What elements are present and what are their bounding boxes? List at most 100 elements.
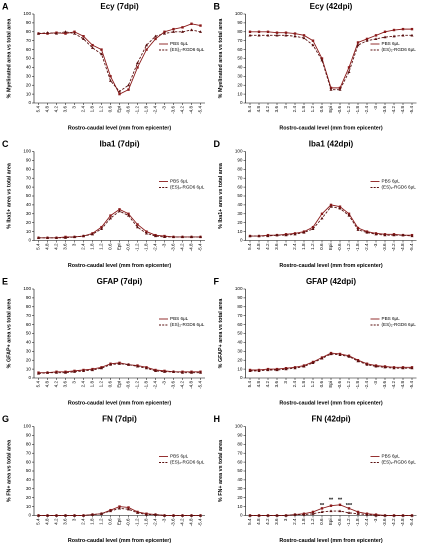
x-tick-label: -3.6	[171, 106, 176, 114]
x-tick-label: 3.6	[63, 243, 68, 250]
x-axis-label: Rostro-caudal level (mm from epicenter)	[279, 125, 383, 131]
data-point	[329, 205, 333, 208]
panel-letter: B	[214, 1, 221, 11]
y-tick-label: 20	[26, 357, 32, 362]
data-point	[401, 366, 405, 370]
y-tick-label: 0	[28, 513, 31, 518]
data-point	[410, 513, 414, 517]
data-point	[410, 27, 414, 31]
data-point	[163, 370, 166, 373]
x-tick-label: -4.2	[391, 106, 396, 114]
data-point	[100, 48, 103, 51]
y-tick-label: 100	[23, 149, 31, 154]
data-point	[356, 512, 360, 515]
data-point	[248, 33, 252, 37]
data-point	[181, 235, 184, 239]
x-tick-label: 4.8	[45, 243, 50, 250]
x-tick-label: 4.2	[54, 518, 59, 525]
x-tick-label: -5.4	[409, 106, 414, 114]
x-tick-label: 2.4	[292, 106, 297, 113]
data-point	[401, 513, 405, 517]
data-point	[302, 34, 306, 37]
data-point	[64, 513, 67, 517]
y-tick-label: 20	[26, 220, 32, 225]
x-tick-label: 3	[283, 106, 288, 109]
data-point	[338, 206, 342, 210]
y-tick-label: 30	[26, 211, 32, 216]
x-tick-label: 4.8	[256, 106, 261, 113]
annotation: **	[320, 503, 325, 509]
y-tick-label: 40	[26, 477, 32, 482]
x-tick-label: -1.2	[346, 381, 351, 389]
x-tick-label: 1.8	[301, 518, 306, 525]
x-tick-label: -0.6	[126, 381, 131, 389]
y-tick-label: 0	[28, 238, 31, 243]
x-tick-label: -3	[162, 243, 167, 248]
y-tick-label: 0	[28, 375, 31, 380]
data-point	[109, 214, 112, 217]
data-point	[311, 512, 315, 515]
x-tick-label: 4.8	[256, 518, 261, 525]
data-point	[37, 236, 40, 239]
data-point	[154, 37, 157, 41]
x-tick-label: Epi	[328, 244, 333, 251]
x-tick-label: -3.6	[382, 106, 387, 114]
y-tick-label: 70	[237, 175, 243, 180]
y-tick-label: 0	[240, 238, 243, 243]
x-tick-label: 1.2	[310, 518, 315, 525]
data-point	[37, 513, 40, 517]
data-point	[302, 364, 306, 368]
x-tick-label: -3.6	[382, 381, 387, 389]
data-point	[172, 513, 175, 517]
x-tick-label: 2.4	[81, 106, 86, 113]
x-tick-label: 1.8	[90, 243, 95, 250]
data-point	[190, 235, 193, 239]
series-line	[38, 23, 201, 95]
x-tick-label: -0.6	[337, 243, 342, 251]
data-point	[64, 236, 67, 239]
x-tick-label: -2.4	[364, 106, 369, 114]
data-point	[118, 506, 121, 510]
x-tick-label: 1.2	[99, 381, 104, 388]
data-point	[127, 213, 130, 217]
x-tick-label: -0.6	[126, 106, 131, 114]
data-point	[199, 24, 202, 27]
data-point	[374, 513, 378, 517]
data-point	[293, 366, 297, 370]
data-point	[118, 92, 121, 96]
data-point	[73, 31, 76, 35]
legend-label: (ES)₂-RGD6 6μL	[382, 185, 417, 190]
data-point	[136, 511, 139, 514]
y-tick-label: 60	[237, 47, 243, 52]
data-point	[338, 205, 342, 208]
data-point	[293, 34, 297, 38]
data-point	[392, 366, 396, 370]
data-point	[356, 43, 360, 47]
data-point	[172, 370, 175, 373]
data-point	[302, 230, 306, 234]
y-tick-label: 0	[240, 375, 243, 380]
series-line	[38, 208, 201, 239]
chart-title: FN (7dpi)	[102, 415, 137, 424]
data-point	[136, 66, 139, 69]
x-tick-label: -4.8	[189, 518, 194, 526]
y-tick-label: 80	[26, 304, 32, 309]
chart-title: Ecy (42dpi)	[310, 2, 353, 11]
annotation: **	[338, 498, 343, 504]
data-point	[374, 34, 378, 37]
x-tick-label: -3.6	[171, 381, 176, 389]
x-tick-label: -0.6	[337, 518, 342, 526]
x-tick-label: 1.2	[310, 381, 315, 388]
x-tick-label: -2.4	[153, 381, 158, 389]
x-tick-label: -1.8	[144, 106, 149, 114]
x-tick-label: 0.6	[319, 518, 324, 525]
data-point	[46, 513, 49, 517]
y-tick-label: 80	[237, 304, 243, 309]
x-tick-label: 2.4	[292, 518, 297, 525]
data-point	[181, 26, 184, 29]
y-tick-label: 70	[237, 450, 243, 455]
x-tick-label: -3.6	[171, 518, 176, 526]
data-point	[118, 362, 121, 365]
data-point	[118, 505, 121, 508]
